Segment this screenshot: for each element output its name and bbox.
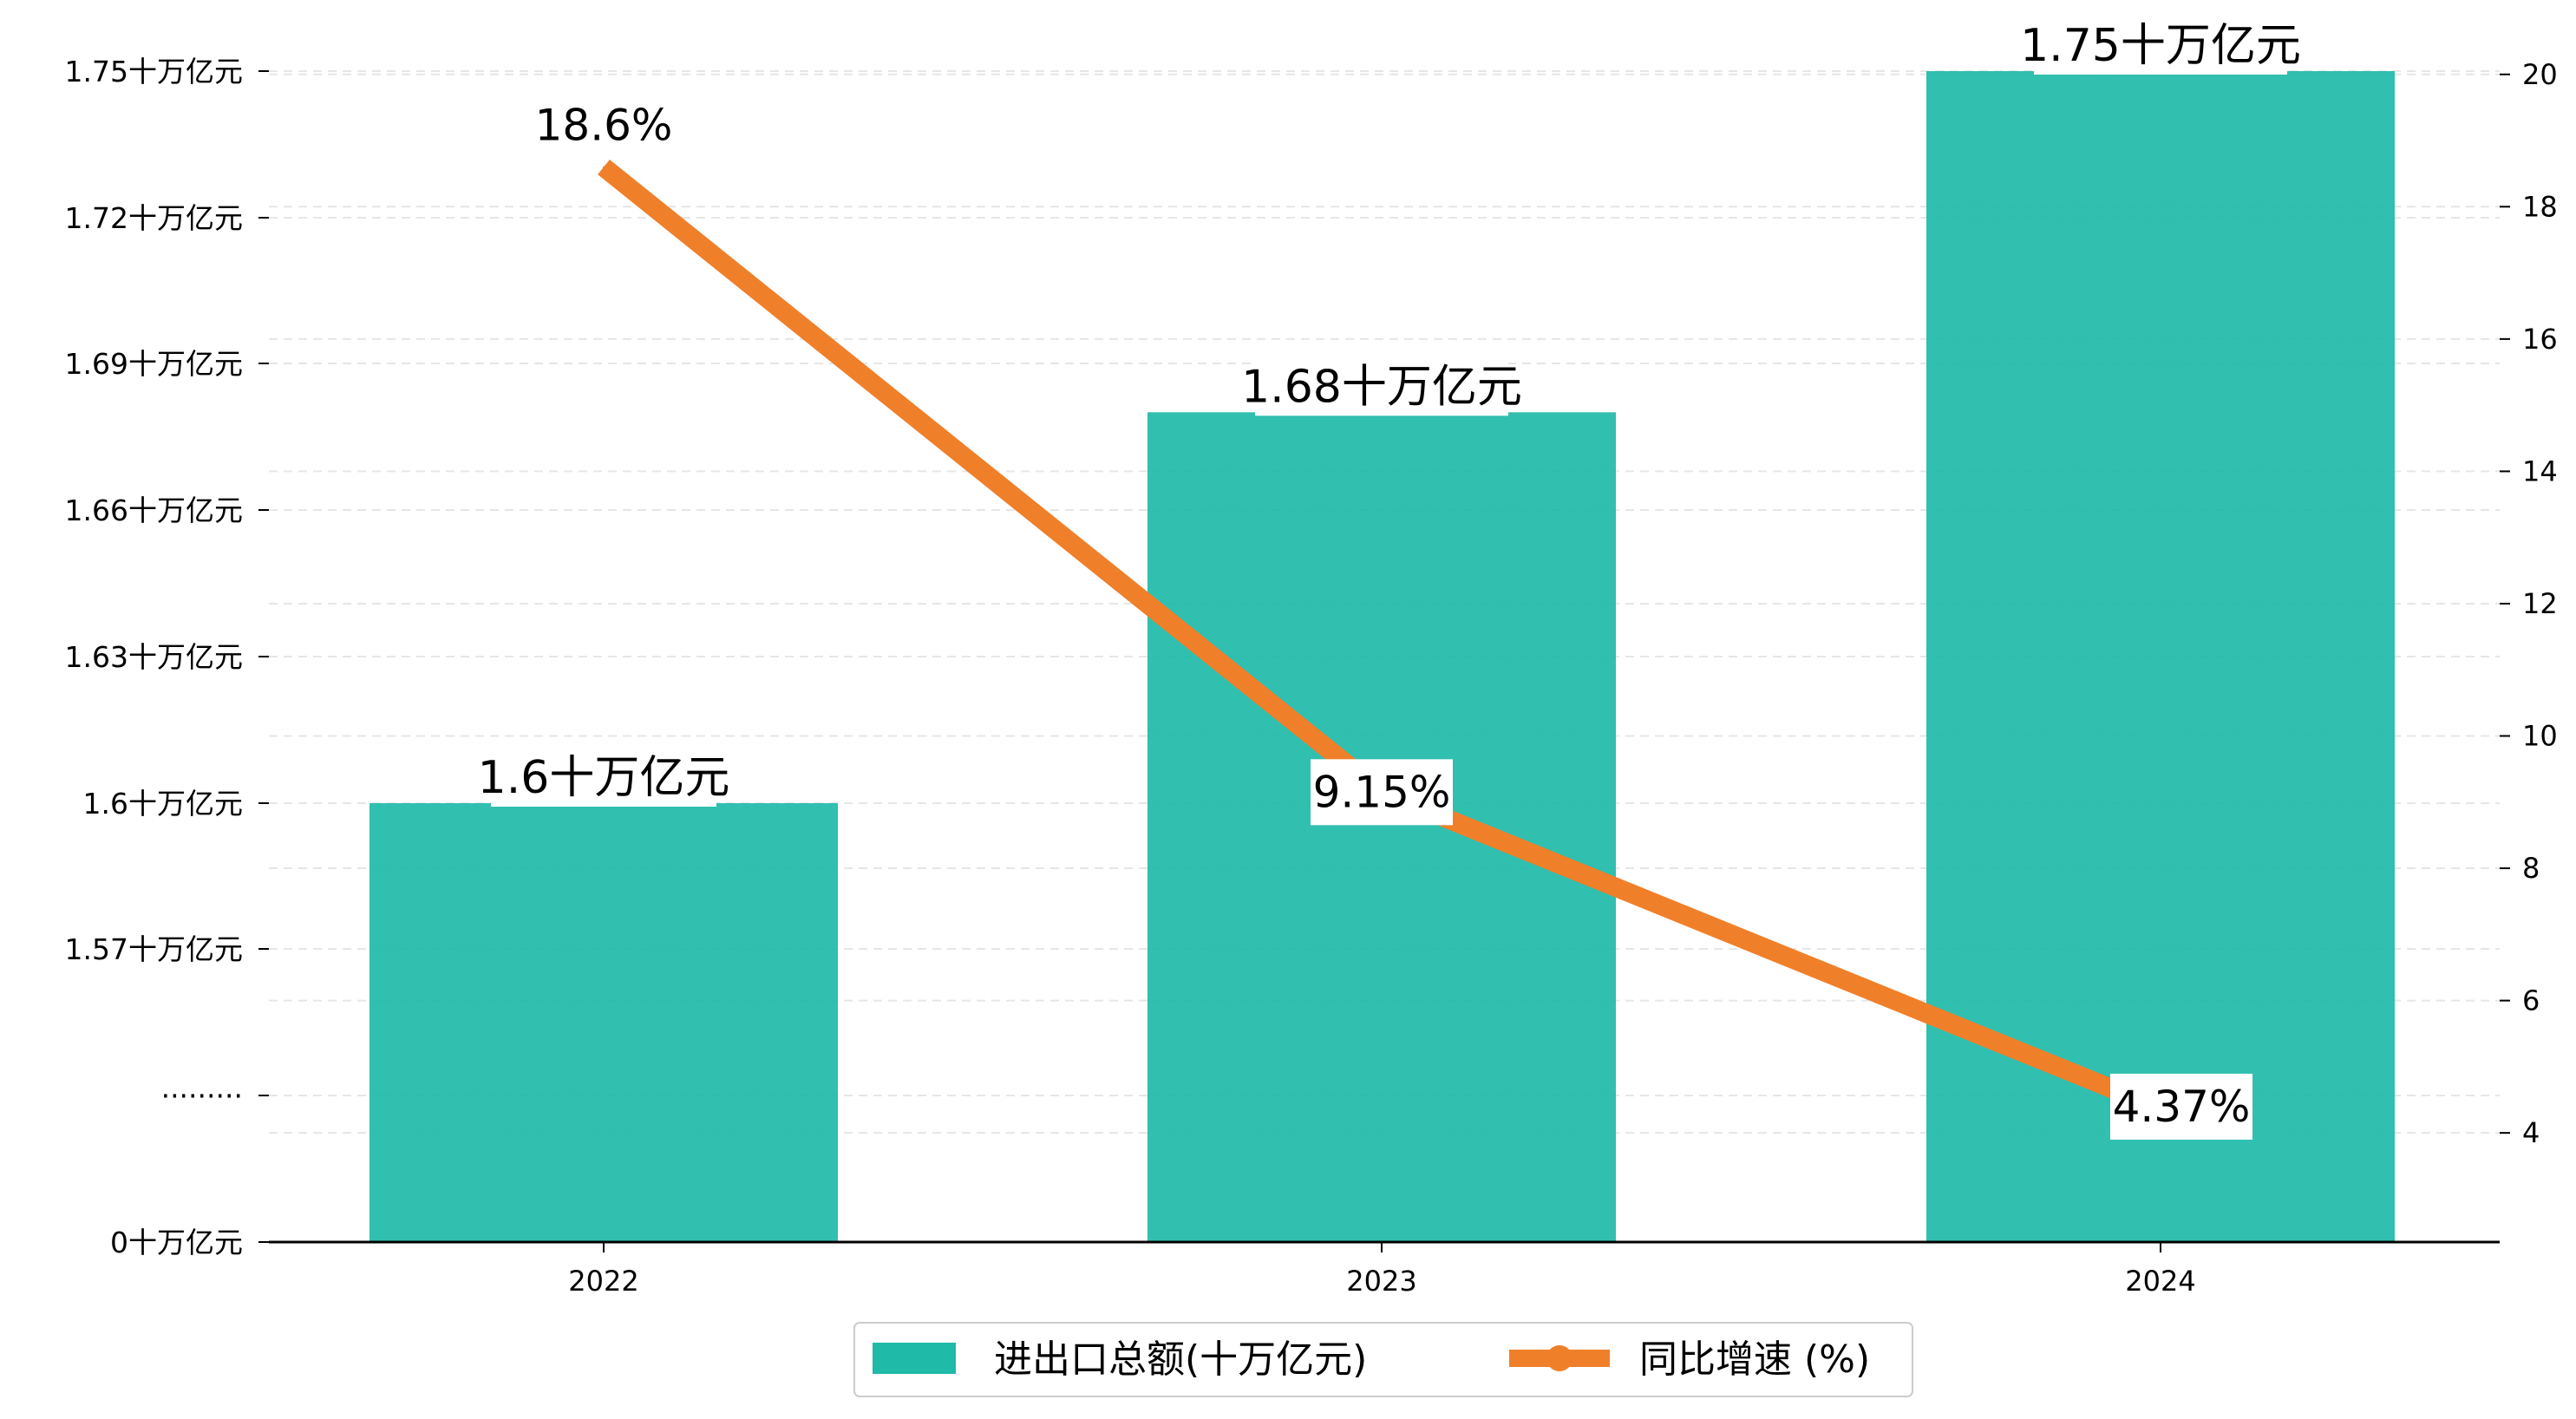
x-tick-label: 2022 [568, 1265, 638, 1298]
right-tick-label: 20 [2522, 58, 2558, 91]
legend-bar-swatch [873, 1343, 956, 1374]
line-value-label-bg [533, 92, 675, 159]
right-tick-label: 8 [2522, 852, 2540, 885]
line-value-label: 18.6% [535, 101, 673, 151]
left-tick-label: 0十万亿元 [110, 1226, 243, 1259]
growth-point-2022 [603, 166, 605, 168]
label-layer: 1.6十万亿元 1.68十万亿元 1.75十万亿元 18.6% 9.15% 4.37% [478, 10, 2301, 1140]
line-value-label-bg [1311, 759, 1453, 826]
left-tick-label: 1.72十万亿元 [65, 201, 243, 235]
legend: 进出口总额(十万亿元) 同比增速 (%) [853, 1322, 1913, 1397]
x-tick-label: 2023 [1346, 1265, 1416, 1298]
bar-2024 [1926, 71, 2395, 1242]
bar-2023 [1147, 412, 1616, 1242]
left-tick-label: 1.75十万亿元 [65, 55, 243, 88]
bar-value-label: 1.68十万亿元 [1241, 361, 1522, 413]
legend-line-marker [1546, 1345, 1572, 1371]
left-tick-label: 1.6十万亿元 [83, 787, 243, 821]
bar-value-label-bg [1255, 351, 1508, 416]
bar-value-label: 1.75十万亿元 [2020, 20, 2301, 72]
left-tick-label: 1.66十万亿元 [65, 494, 243, 527]
bar-value-label-bg [2034, 10, 2287, 75]
right-tick-label: 16 [2522, 323, 2558, 356]
right-tick-label: 12 [2522, 587, 2558, 620]
line-value-label: 9.15% [1313, 767, 1451, 817]
left-tick-label: 1.57十万亿元 [65, 932, 243, 966]
line-value-label-bg [2110, 1073, 2252, 1140]
legend-frame [853, 1322, 1913, 1397]
bar-value-label-bg [491, 742, 716, 807]
axis-layer: 0十万亿元 ········· 1.57十万亿元 1.6十万亿元 1.63十万亿元 1.6… [65, 55, 2558, 1298]
legend-line-label: 同比增速 (%) [1639, 1337, 1870, 1382]
left-tick-label: 1.69十万亿元 [65, 347, 243, 381]
x-tick-label: 2024 [2125, 1265, 2195, 1298]
left-tick-label: 1.63十万亿元 [65, 640, 243, 674]
right-tick-label: 14 [2522, 454, 2558, 487]
bar-value-label: 1.6十万亿元 [478, 752, 730, 804]
right-tick-label: 18 [2522, 190, 2558, 223]
left-tick-label: ········· [161, 1079, 243, 1113]
right-tick-label: 4 [2522, 1116, 2540, 1149]
legend-bar-label: 进出口总额(十万亿元) [994, 1337, 1367, 1382]
line-value-label: 4.37% [2113, 1082, 2251, 1132]
bar-2022 [369, 803, 838, 1242]
right-tick-label: 10 [2522, 720, 2558, 753]
right-tick-label: 6 [2522, 984, 2540, 1017]
